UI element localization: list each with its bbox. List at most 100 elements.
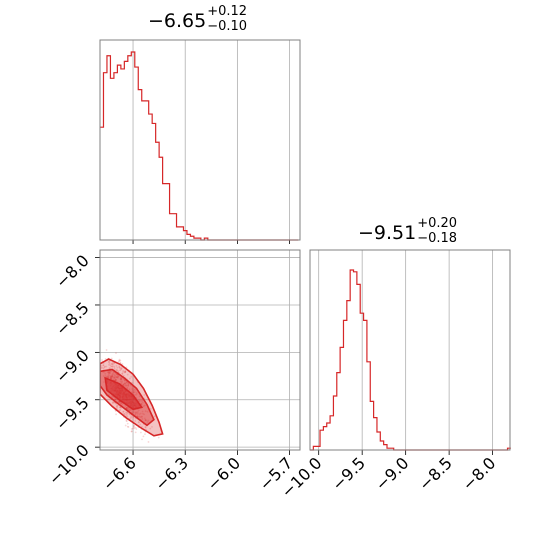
- joint-scatter-point: [129, 377, 131, 380]
- joint-scatter-point: [102, 371, 105, 374]
- joint-scatter-point: [110, 394, 113, 397]
- joint-scatter-point: [141, 425, 143, 428]
- joint-scatter-point: [112, 378, 114, 381]
- joint-scatter-point: [144, 410, 147, 413]
- joint-scatter-point: [112, 402, 114, 405]
- marginal-2-frame: [309, 249, 511, 451]
- joint-scatter-point: [107, 361, 110, 364]
- joint-scatter-point: [125, 384, 127, 387]
- joint-scatter-point: [110, 363, 113, 366]
- joint-scatter-point: [121, 373, 124, 375]
- joint-scatter-point: [151, 425, 153, 428]
- joint-scatter-point: [123, 370, 126, 373]
- joint-scatter-point: [111, 372, 114, 375]
- joint-scatter-point: [144, 419, 147, 421]
- joint-scatter-point: [110, 377, 113, 380]
- joint-scatter-point: [124, 370, 127, 372]
- joint-scatter-point: [144, 426, 147, 428]
- joint-scatter-point: [111, 374, 113, 377]
- joint-xtick-label: −6.6: [99, 453, 140, 494]
- joint-scatter-point: [142, 435, 145, 438]
- joint-scatter-point: [127, 383, 130, 386]
- joint-scatter-point: [108, 372, 110, 375]
- joint-scatter-point: [126, 406, 128, 409]
- joint-scatter-point: [142, 412, 144, 415]
- joint-scatter-point: [123, 413, 126, 415]
- joint-scatter-point: [132, 426, 135, 429]
- joint-scatter-point: [124, 405, 127, 407]
- joint-scatter-point: [113, 373, 116, 376]
- joint-scatter-point: [102, 364, 105, 367]
- joint-scatter-point: [136, 412, 139, 415]
- joint-scatter-point: [116, 366, 119, 369]
- joint-scatter-point: [122, 384, 125, 386]
- joint-scatter-point: [124, 371, 127, 373]
- joint-scatter-point: [120, 367, 123, 370]
- joint-scatter-point: [135, 411, 138, 414]
- joint-scatter-point: [141, 410, 144, 413]
- joint-scatter-point: [102, 367, 105, 370]
- joint-scatter-point: [134, 393, 136, 396]
- joint-xtick-label: −6.3: [151, 453, 192, 494]
- joint-scatter-point: [127, 385, 130, 387]
- joint-scatter-point: [143, 413, 146, 416]
- joint-scatter-point: [132, 391, 134, 394]
- joint-scatter-point: [137, 411, 139, 413]
- joint-scatter-point: [125, 407, 128, 410]
- joint-scatter-point: [107, 371, 110, 374]
- joint-scatter-point: [129, 409, 132, 412]
- joint-scatter-point: [109, 367, 112, 370]
- joint-scatter-point: [123, 371, 126, 374]
- joint-scatter-point: [144, 426, 147, 429]
- joint-scatter-point: [111, 365, 113, 368]
- joint-scatter-point: [109, 372, 112, 374]
- joint-scatter-point: [117, 370, 119, 373]
- joint-scatter-point: [113, 376, 116, 379]
- marginal-2-xtick-label: −8.0: [459, 453, 500, 494]
- joint-scatter-point: [114, 398, 117, 401]
- joint-scatter-point: [113, 377, 115, 379]
- joint-scatter-point: [138, 399, 141, 402]
- joint-scatter-point: [125, 384, 128, 387]
- joint-scatter-point: [115, 379, 118, 382]
- joint-scatter-point: [119, 359, 122, 362]
- marginal-2-xtick-label: −8.5: [415, 453, 456, 494]
- joint-scatter-point: [113, 377, 116, 379]
- joint-scatter-point: [110, 375, 113, 378]
- joint-scatter-point: [139, 423, 142, 426]
- joint-scatter-point: [121, 380, 124, 383]
- joint-scatter-point: [124, 424, 127, 427]
- joint-scatter-point: [118, 369, 121, 372]
- joint-scatter-point: [119, 406, 122, 409]
- joint-scatter-point: [134, 431, 137, 434]
- joint-scatter-point: [118, 358, 121, 361]
- joint-scatter-point: [118, 366, 121, 369]
- joint-scatter-point: [102, 375, 105, 377]
- joint-scatter-point: [119, 409, 122, 411]
- joint-scatter-point: [136, 415, 139, 418]
- joint-scatter-point: [134, 411, 137, 414]
- joint-scatter-point: [116, 369, 119, 372]
- joint-scatter-point: [122, 411, 125, 413]
- joint-scatter-point: [135, 393, 138, 396]
- joint-scatter-point: [143, 394, 146, 396]
- joint-scatter-point: [109, 375, 112, 378]
- joint-scatter-point: [124, 383, 127, 386]
- joint-scatter-point: [128, 409, 130, 411]
- joint-scatter-point: [102, 364, 105, 366]
- joint-scatter-point: [120, 381, 123, 384]
- joint-scatter-point: [130, 430, 133, 433]
- marginal-1-upper-error: +0.12: [207, 4, 248, 19]
- joint-scatter-point: [113, 365, 116, 368]
- joint-scatter-point: [118, 365, 121, 368]
- marginal-1-frame: [99, 39, 301, 241]
- joint-scatter-point: [126, 412, 129, 415]
- joint-scatter-point: [132, 411, 135, 413]
- joint-scatter-point: [127, 384, 129, 387]
- joint-scatter-point: [110, 370, 113, 373]
- joint-scatter-point: [115, 352, 117, 355]
- joint-scatter-point: [109, 374, 111, 377]
- joint-scatter-point: [132, 391, 135, 394]
- joint-ytick-label: −8.5: [52, 298, 93, 339]
- joint-scatter-point: [138, 421, 140, 423]
